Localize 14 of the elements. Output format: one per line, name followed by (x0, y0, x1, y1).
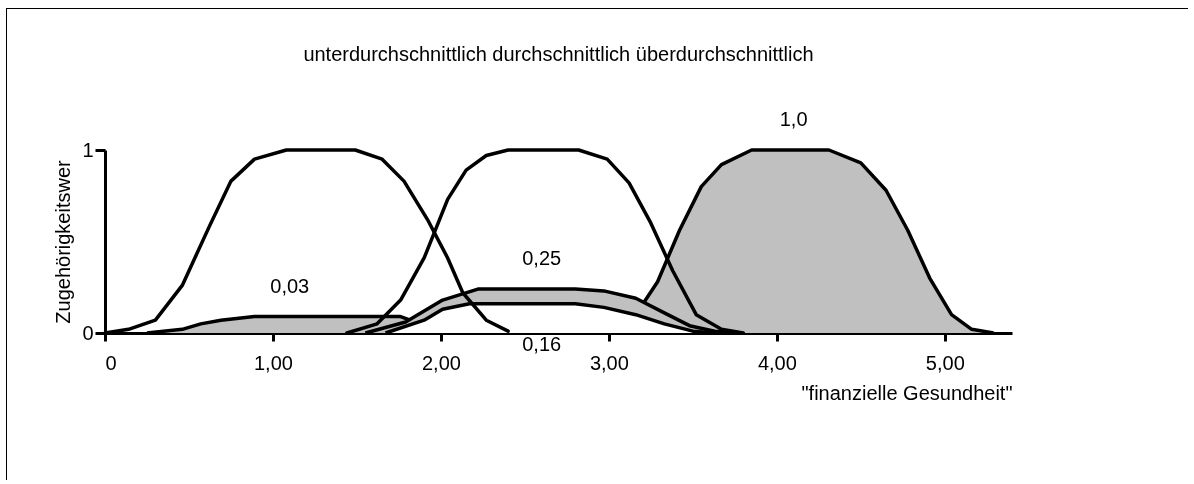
x-tick-label: 0 (105, 351, 117, 374)
x-tick-label: 2,00 (421, 351, 461, 374)
x-tick-label: 1,00 (253, 351, 293, 374)
x-tick-label: 5,00 (925, 351, 965, 374)
annotation: 1,0 (779, 108, 808, 130)
x-axis-title: "finanzielle Gesundheit" (801, 381, 1013, 404)
annotation: 0,03 (270, 274, 310, 297)
y-tick-label: 1 (82, 138, 94, 161)
y-axis-title: Zugehörigkeitswer (52, 159, 75, 324)
x-tick-label: 3,00 (589, 351, 629, 374)
x-tick-label: 4,00 (757, 351, 797, 374)
annotation: 0,25 (522, 247, 562, 270)
annotation: 0,16 (522, 333, 562, 355)
chart-title: unterdurchschnittlich durchschnittlich überdurchschnittlich (303, 43, 814, 65)
